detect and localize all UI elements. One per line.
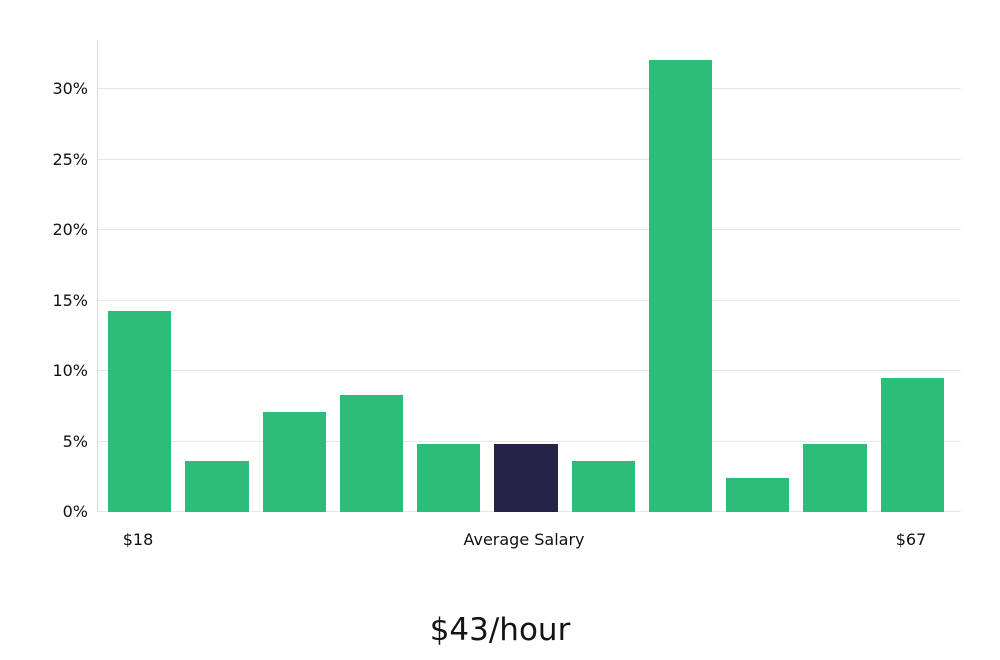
y-tick-label: 15% xyxy=(52,290,88,310)
gridline xyxy=(98,229,961,231)
bar xyxy=(262,411,326,512)
gridline xyxy=(98,88,961,90)
y-axis: 0% 5% 10% 15% 20% 25% 30% xyxy=(0,40,88,520)
x-axis: $18 Average Salary $67 xyxy=(0,530,1000,554)
bar xyxy=(803,444,867,512)
gridline xyxy=(98,299,961,301)
bar xyxy=(339,395,404,512)
bar xyxy=(880,378,944,512)
bar xyxy=(108,310,172,512)
y-tick-label: 30% xyxy=(52,79,88,99)
bar xyxy=(571,461,635,512)
bar xyxy=(417,444,481,512)
gridline xyxy=(98,440,961,442)
bar-average-salary-highlight xyxy=(494,444,558,512)
y-tick-label: 25% xyxy=(52,149,88,169)
y-tick-label: 5% xyxy=(62,431,88,451)
bar xyxy=(726,478,790,512)
gridline xyxy=(98,370,961,372)
x-axis-label-average-salary: Average Salary xyxy=(463,530,585,549)
plot-area xyxy=(97,40,961,512)
x-axis-label-max-salary: $67 xyxy=(895,530,927,549)
chart-title-hourly-rate: $43/hour xyxy=(429,612,571,648)
y-tick-label: 20% xyxy=(52,220,88,240)
y-tick-label: 10% xyxy=(52,361,88,381)
gridline xyxy=(98,158,961,160)
bars-container xyxy=(108,40,944,512)
y-tick-label: 0% xyxy=(62,502,88,521)
x-axis-label-min-salary: $18 xyxy=(122,530,154,549)
bar xyxy=(648,59,713,512)
bar xyxy=(185,461,249,512)
